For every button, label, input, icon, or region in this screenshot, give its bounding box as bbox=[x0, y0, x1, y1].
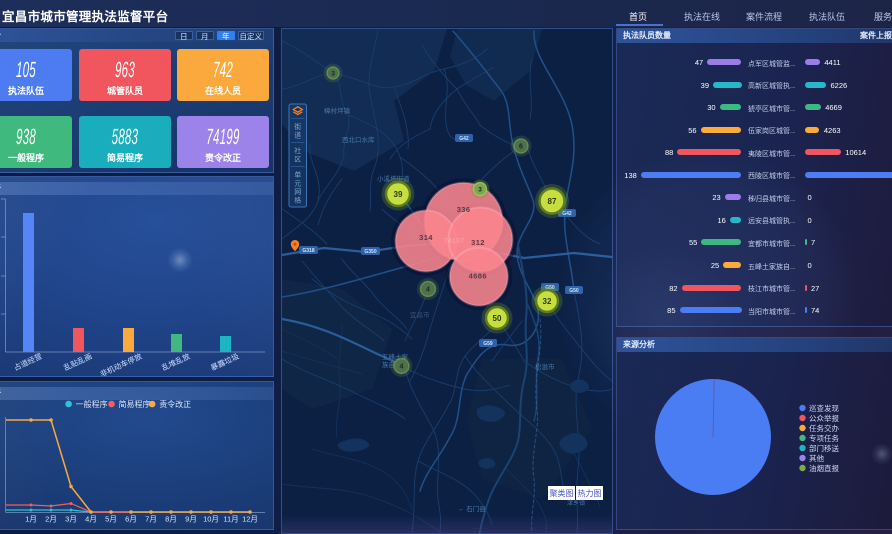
svg-text:2月: 2月 bbox=[45, 515, 57, 524]
svg-text:乱贴乱画: 乱贴乱画 bbox=[62, 351, 93, 373]
svg-text:5月: 5月 bbox=[105, 515, 117, 524]
svg-text:暴露垃圾: 暴露垃圾 bbox=[209, 351, 241, 373]
svg-text:非机动车停放: 非机动车停放 bbox=[98, 351, 143, 376]
svg-text:G350: G350 bbox=[364, 249, 376, 255]
svg-text:8月: 8月 bbox=[165, 515, 177, 524]
svg-text:社: 社 bbox=[294, 146, 301, 155]
svg-text:街: 街 bbox=[294, 122, 301, 131]
svg-text:格: 格 bbox=[294, 196, 301, 205]
svg-text:4686: 4686 bbox=[469, 272, 487, 281]
svg-text:网: 网 bbox=[294, 188, 301, 196]
svg-text:3: 3 bbox=[478, 187, 482, 194]
svg-text:336: 336 bbox=[457, 205, 471, 214]
svg-text:G50: G50 bbox=[545, 285, 555, 291]
svg-text:G59: G59 bbox=[483, 341, 493, 347]
svg-text:樟村坪镇: 樟村坪镇 bbox=[324, 106, 351, 115]
svg-text:G50: G50 bbox=[569, 288, 579, 294]
svg-text:小溪塔街道: 小溪塔街道 bbox=[377, 174, 410, 183]
svg-text:任务交办: 任务交办 bbox=[809, 423, 839, 433]
svg-text:区: 区 bbox=[294, 156, 301, 164]
svg-text:元: 元 bbox=[294, 180, 301, 188]
svg-text:津乡镇: 津乡镇 bbox=[567, 499, 585, 507]
svg-text:3月: 3月 bbox=[65, 515, 77, 524]
svg-text:热力图: 热力图 bbox=[578, 488, 602, 498]
svg-text:← 石门县: ← 石门县 bbox=[458, 504, 486, 513]
svg-text:油烟直报: 油烟直报 bbox=[809, 463, 839, 473]
svg-text:11月: 11月 bbox=[223, 515, 238, 524]
svg-text:50: 50 bbox=[493, 314, 502, 323]
svg-text:4: 4 bbox=[400, 364, 404, 371]
svg-text:314: 314 bbox=[419, 233, 433, 242]
svg-text:责令改正: 责令改正 bbox=[159, 399, 191, 409]
svg-text:G318: G318 bbox=[302, 248, 314, 254]
svg-text:一般程序: 一般程序 bbox=[76, 399, 108, 409]
svg-text:其他: 其他 bbox=[809, 453, 824, 463]
svg-text:9月: 9月 bbox=[185, 515, 197, 524]
svg-text:宜昌市: 宜昌市 bbox=[410, 310, 430, 319]
svg-text:4月: 4月 bbox=[85, 515, 97, 524]
svg-text:3: 3 bbox=[331, 71, 335, 78]
svg-text:6: 6 bbox=[519, 144, 523, 151]
svg-text:单: 单 bbox=[294, 170, 301, 179]
svg-text:简易程序: 简易程序 bbox=[119, 399, 151, 409]
svg-text:87: 87 bbox=[548, 197, 557, 206]
svg-text:G42: G42 bbox=[562, 211, 572, 217]
svg-text:乱堆乱放: 乱堆乱放 bbox=[160, 351, 192, 373]
svg-text:1月: 1月 bbox=[25, 515, 37, 524]
svg-text:32: 32 bbox=[543, 297, 552, 306]
svg-text:西北口水库: 西北口水库 bbox=[342, 135, 375, 144]
svg-text:7月: 7月 bbox=[145, 515, 157, 524]
svg-text:39: 39 bbox=[394, 190, 403, 199]
svg-text:4: 4 bbox=[426, 287, 430, 294]
svg-text:公众举报: 公众举报 bbox=[809, 413, 839, 423]
svg-text:道: 道 bbox=[294, 131, 301, 140]
svg-text:巡查发现: 巡查发现 bbox=[809, 403, 839, 413]
svg-text:五峰土家: 五峰土家 bbox=[382, 352, 409, 361]
svg-text:聚类图: 聚类图 bbox=[550, 488, 574, 498]
svg-text:312: 312 bbox=[471, 238, 485, 247]
svg-text:松滋市: 松滋市 bbox=[535, 362, 555, 371]
svg-text:占道经营: 占道经营 bbox=[12, 351, 44, 373]
svg-text:74107: 74107 bbox=[444, 238, 465, 245]
svg-text:部门移送: 部门移送 bbox=[809, 443, 839, 453]
svg-text:12月: 12月 bbox=[242, 515, 258, 524]
svg-text:专项任务: 专项任务 bbox=[809, 433, 839, 443]
svg-text:10月: 10月 bbox=[203, 515, 219, 524]
svg-text:G42: G42 bbox=[459, 136, 469, 142]
svg-text:6月: 6月 bbox=[125, 515, 137, 524]
